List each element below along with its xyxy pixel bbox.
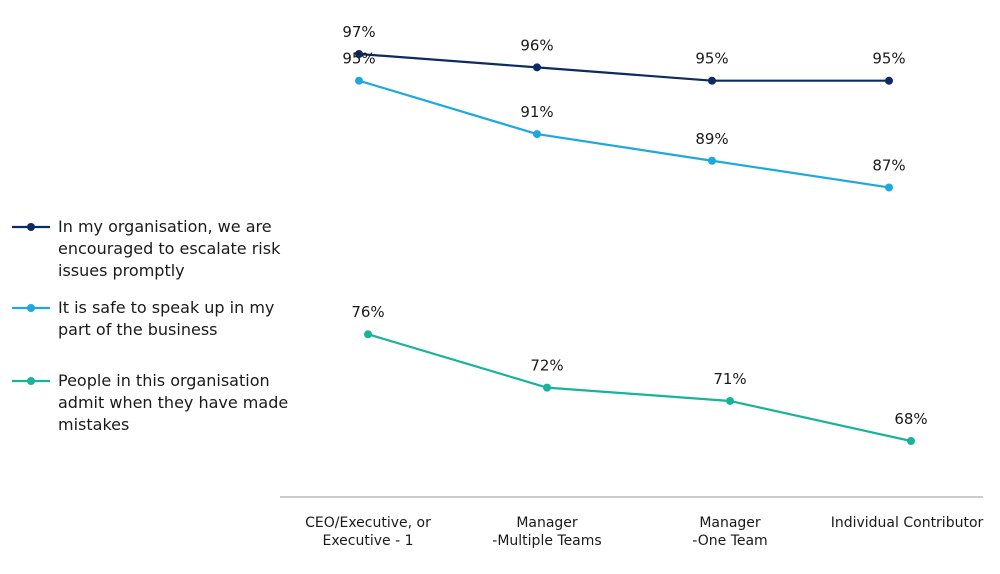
- legend-swatch: [12, 377, 50, 385]
- series-line: [358, 52, 889, 82]
- data-label: 87%: [872, 156, 905, 174]
- data-label: 68%: [894, 410, 927, 428]
- data-point: [885, 76, 893, 85]
- data-label: 95%: [695, 50, 728, 68]
- series-line: [358, 79, 890, 189]
- x-tick-label: Manager -One Team: [692, 515, 768, 549]
- data-label: 95%: [872, 50, 905, 68]
- data-label: 71%: [713, 370, 746, 388]
- data-label: 72%: [530, 357, 563, 375]
- data-point: [708, 76, 716, 85]
- legend-item: People in this organisation admit when t…: [12, 370, 302, 436]
- data-point: [726, 396, 734, 405]
- data-point: [907, 437, 915, 445]
- data-point: [355, 76, 363, 85]
- x-tick-label: Individual Contributor: [830, 515, 984, 531]
- legend-dot: [27, 304, 35, 312]
- data-point: [708, 156, 716, 165]
- legend-item: It is safe to speak up in my part of the…: [12, 297, 302, 341]
- data-point: [885, 183, 893, 192]
- legend-dot: [27, 223, 35, 231]
- data-label: 89%: [695, 130, 728, 148]
- legend-swatch: [12, 223, 50, 231]
- data-point: [533, 63, 541, 72]
- legend-item: In my organisation, we are encouraged to…: [12, 216, 302, 282]
- data-label: 76%: [351, 303, 384, 321]
- series-line: [367, 333, 912, 443]
- data-point: [543, 383, 551, 392]
- data-point: [364, 330, 372, 339]
- x-tick-label: Manager -Multiple Teams: [492, 515, 602, 549]
- legend-swatch: [12, 304, 50, 312]
- data-point: [355, 50, 363, 58]
- legend-dot: [27, 377, 35, 385]
- legend-label: In my organisation, we are encouraged to…: [58, 217, 281, 280]
- data-label: 91%: [520, 103, 553, 121]
- data-label: 96%: [520, 36, 553, 54]
- legend-label: People in this organisation admit when t…: [58, 371, 289, 434]
- data-label: 97%: [342, 23, 375, 41]
- data-label: 95%: [342, 50, 375, 68]
- data-point: [533, 130, 541, 139]
- legend-label: It is safe to speak up in my part of the…: [58, 298, 275, 339]
- x-tick-label: CEO/Executive, or Executive - 1: [305, 515, 431, 549]
